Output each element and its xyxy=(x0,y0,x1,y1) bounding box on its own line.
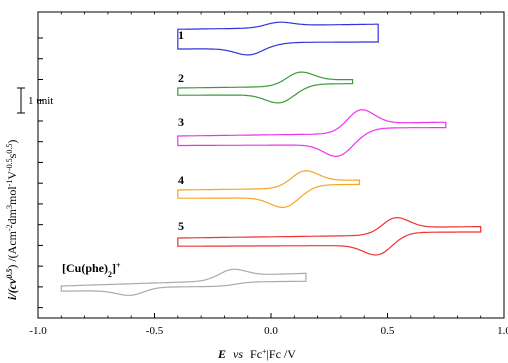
x-axis-title: E vs Fc+|Fc /V xyxy=(217,347,296,362)
scale-bar-label: 1 unit xyxy=(28,95,53,107)
curve-label-4: 4 xyxy=(178,173,184,187)
curve-label-cu-phe: [Cu(phe)2]+ xyxy=(62,261,121,279)
curve-label-3: 3 xyxy=(178,115,184,129)
x-tick-label: -0.5 xyxy=(146,325,164,337)
x-tick-label: 0.5 xyxy=(381,325,395,337)
scale-bar: 1 unit xyxy=(17,87,53,114)
voltammogram-curves xyxy=(60,21,482,296)
cv-curve-6 xyxy=(60,268,307,296)
x-axis-ticks: -1.0 -0.5 0.0 0.5 1.0 xyxy=(29,12,508,337)
y-axis-ticks xyxy=(38,37,43,309)
curve-label-5: 5 xyxy=(178,219,184,233)
cv-curve-5 xyxy=(177,217,482,256)
curve-labels: 1 2 3 4 5 [Cu(phe)2]+ xyxy=(62,28,184,279)
y-axis-title: i/(cv0.5) /(Acm-2dm3mol-1V-0.5s0.5) xyxy=(5,140,20,300)
x-tick-label: 0.0 xyxy=(264,325,278,337)
cv-curve-4 xyxy=(177,170,361,208)
curve-label-1: 1 xyxy=(178,28,184,42)
x-tick-label: 1.0 xyxy=(497,325,508,337)
curve-label-2: 2 xyxy=(178,71,184,85)
cv-curve-3 xyxy=(177,109,447,157)
x-tick-label: -1.0 xyxy=(29,325,47,337)
cv-curve-2 xyxy=(177,71,354,104)
cv-curve-1 xyxy=(177,21,379,56)
